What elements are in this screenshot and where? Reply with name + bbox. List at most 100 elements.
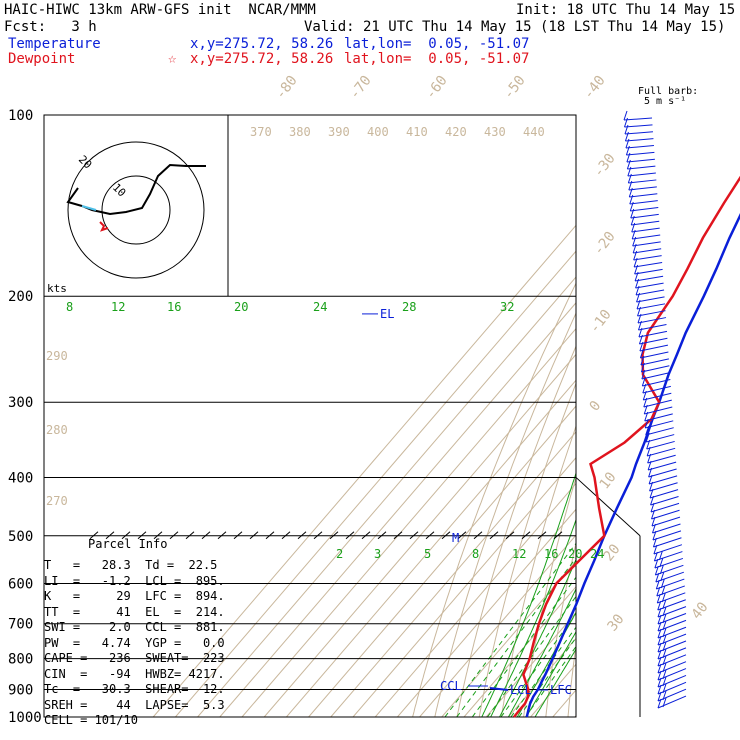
wind-barb bbox=[627, 166, 656, 177]
barb-legend-title: Full barb: bbox=[638, 86, 699, 97]
mixing-ratio-label: 8 bbox=[472, 547, 479, 561]
wind-barb bbox=[651, 509, 680, 520]
mixing-ratio-line bbox=[456, 557, 576, 717]
wind-barb bbox=[656, 592, 686, 604]
wind-barb-flag bbox=[657, 614, 662, 625]
wind-barb-staff bbox=[649, 482, 678, 492]
wind-barb-staff bbox=[657, 613, 687, 625]
hodograph-storm-motion bbox=[99, 221, 109, 232]
wind-barb-staff bbox=[631, 227, 660, 233]
isotherm-line bbox=[485, 611, 576, 717]
dry-adiabat bbox=[478, 382, 576, 717]
wind-barb-flag bbox=[643, 404, 648, 415]
wind-barb-staff bbox=[657, 654, 687, 667]
wind-barb bbox=[640, 355, 669, 366]
freezing-hatch bbox=[489, 531, 499, 540]
wind-barb-flag bbox=[639, 348, 644, 359]
wind-barb bbox=[635, 285, 665, 296]
freezing-hatch bbox=[233, 531, 243, 540]
pressure-tick-label: 700 bbox=[8, 617, 33, 633]
dry-adiabat-label: 370 bbox=[250, 125, 272, 139]
wind-barb bbox=[644, 418, 674, 429]
wind-barb-flag bbox=[661, 592, 666, 603]
wind-barb-staff bbox=[648, 468, 677, 478]
wind-barb-flag bbox=[642, 390, 647, 401]
wind-barb-staff bbox=[657, 640, 687, 653]
dewpoint-legend: Dewpoint bbox=[8, 51, 76, 67]
wind-barb bbox=[633, 250, 662, 261]
wind-barb-flag bbox=[651, 523, 656, 534]
freezing-hatch bbox=[425, 531, 435, 540]
wind-barb bbox=[657, 619, 687, 632]
freezing-hatch bbox=[297, 531, 307, 540]
wind-barb-flag bbox=[630, 208, 635, 219]
temperature-legend: Temperature bbox=[8, 36, 101, 52]
wind-barb-staff bbox=[624, 131, 654, 135]
parcel-info-row: T = 28.3 Td = 22.5 bbox=[44, 558, 218, 572]
wind-barb-staff bbox=[651, 509, 680, 520]
isotherm-line bbox=[441, 560, 576, 717]
wind-barb-flag bbox=[644, 418, 649, 429]
wind-barb bbox=[623, 110, 653, 121]
isotherm-label: 40 bbox=[689, 599, 712, 622]
freezing-hatch bbox=[345, 531, 355, 540]
wind-barb-staff bbox=[638, 330, 668, 338]
wind-barb bbox=[648, 474, 678, 485]
wind-barb-flag bbox=[624, 131, 629, 142]
moist-adiabat-label: 8 bbox=[66, 300, 73, 314]
isotherm-label: 10 bbox=[597, 469, 620, 492]
isotherm-label: -20 bbox=[591, 229, 619, 259]
wind-barb-flag bbox=[645, 432, 650, 443]
parcel-info-row: SWI = 2.0 CCL = 881. bbox=[44, 620, 225, 634]
hodograph-units: kts bbox=[47, 282, 67, 295]
lfc-label: LFC bbox=[550, 683, 572, 697]
el-label: EL bbox=[380, 307, 394, 321]
wind-barb-staff bbox=[647, 461, 677, 471]
wind-barb-flag bbox=[662, 627, 667, 638]
wind-barb-flag bbox=[657, 684, 662, 695]
wind-barb bbox=[657, 613, 687, 625]
wind-barb bbox=[636, 292, 665, 303]
wind-barb-flag bbox=[638, 334, 643, 345]
wind-barb-flag bbox=[628, 187, 633, 198]
wind-barb bbox=[624, 117, 653, 128]
wind-barb-staff bbox=[641, 372, 670, 380]
wind-barb-flag bbox=[662, 669, 667, 680]
wind-barb-flag bbox=[660, 571, 665, 582]
wind-barb-staff bbox=[630, 206, 659, 212]
wind-barb-flag bbox=[641, 376, 646, 387]
wind-barb-staff bbox=[638, 323, 667, 331]
isotherm-label: -30 bbox=[591, 151, 619, 181]
mixing-ratio-label: 16 bbox=[544, 547, 558, 561]
dry-adiabat-label: 420 bbox=[445, 125, 467, 139]
wind-barb bbox=[624, 124, 654, 135]
wind-barb-staff bbox=[644, 406, 673, 415]
wind-barb-flag bbox=[626, 152, 631, 163]
wind-barb bbox=[646, 446, 676, 457]
wind-barb-flag bbox=[635, 285, 640, 296]
wind-barb bbox=[631, 229, 661, 240]
mixing-ratio-line bbox=[486, 595, 576, 717]
wind-barb bbox=[652, 530, 682, 541]
wind-barb bbox=[638, 327, 668, 338]
wind-barb-flag bbox=[657, 663, 662, 674]
wind-barb-staff bbox=[635, 282, 664, 289]
wind-barb-staff bbox=[627, 172, 656, 177]
wind-barb bbox=[656, 585, 685, 597]
valid-time: Valid: 21 UTC Thu 14 May 15 (18 LST Thu … bbox=[304, 19, 726, 35]
isotherm-line bbox=[463, 586, 576, 717]
wind-barb-flag bbox=[657, 642, 662, 653]
isotherm-line bbox=[241, 327, 576, 717]
dry-adiabat-label: 380 bbox=[289, 125, 311, 139]
wind-barb-flag bbox=[662, 697, 667, 708]
pressure-tick-label: 800 bbox=[8, 652, 33, 668]
freezing-hatch bbox=[521, 531, 531, 540]
wind-barb bbox=[638, 334, 668, 345]
model-title: HAIC-HIWC 13km ARW-GFS init NCAR/MMM bbox=[4, 2, 316, 18]
freezing-hatch bbox=[313, 531, 323, 540]
isotherm-line bbox=[508, 637, 576, 717]
pressure-tick-label: 400 bbox=[8, 470, 33, 486]
isotherm-label: -10 bbox=[587, 307, 615, 337]
freezing-hatch bbox=[89, 531, 99, 540]
wind-barb bbox=[654, 564, 684, 576]
